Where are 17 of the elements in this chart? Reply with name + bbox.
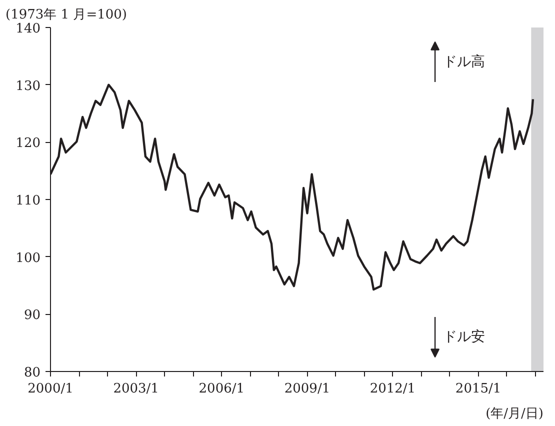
x-tick-label: 2003/1	[113, 382, 159, 396]
y-tick-label: 130	[16, 78, 41, 94]
x-tick-label: 2012/1	[370, 382, 416, 396]
y-tick-label: 140	[16, 22, 41, 36]
y-tick-label: 80	[24, 366, 41, 380]
y-axis-title: (1973年 1 月=100)	[6, 8, 127, 22]
annotation: ドル高	[443, 54, 486, 70]
x-tick-label: 2015/1	[455, 382, 502, 396]
x-tick-label: 2009/1	[284, 382, 330, 396]
x-tick-label: 2006/1	[198, 382, 245, 396]
x-tick-label: 2000/1	[28, 382, 74, 396]
y-tick-label: 100	[16, 250, 41, 266]
annotation: ドル安	[443, 329, 486, 346]
y-tick-label: 120	[16, 136, 41, 152]
x-axis-title: (年/月/日)	[486, 406, 544, 422]
y-tick-label: 110	[16, 194, 41, 208]
y-tick-label: 90	[24, 308, 41, 324]
